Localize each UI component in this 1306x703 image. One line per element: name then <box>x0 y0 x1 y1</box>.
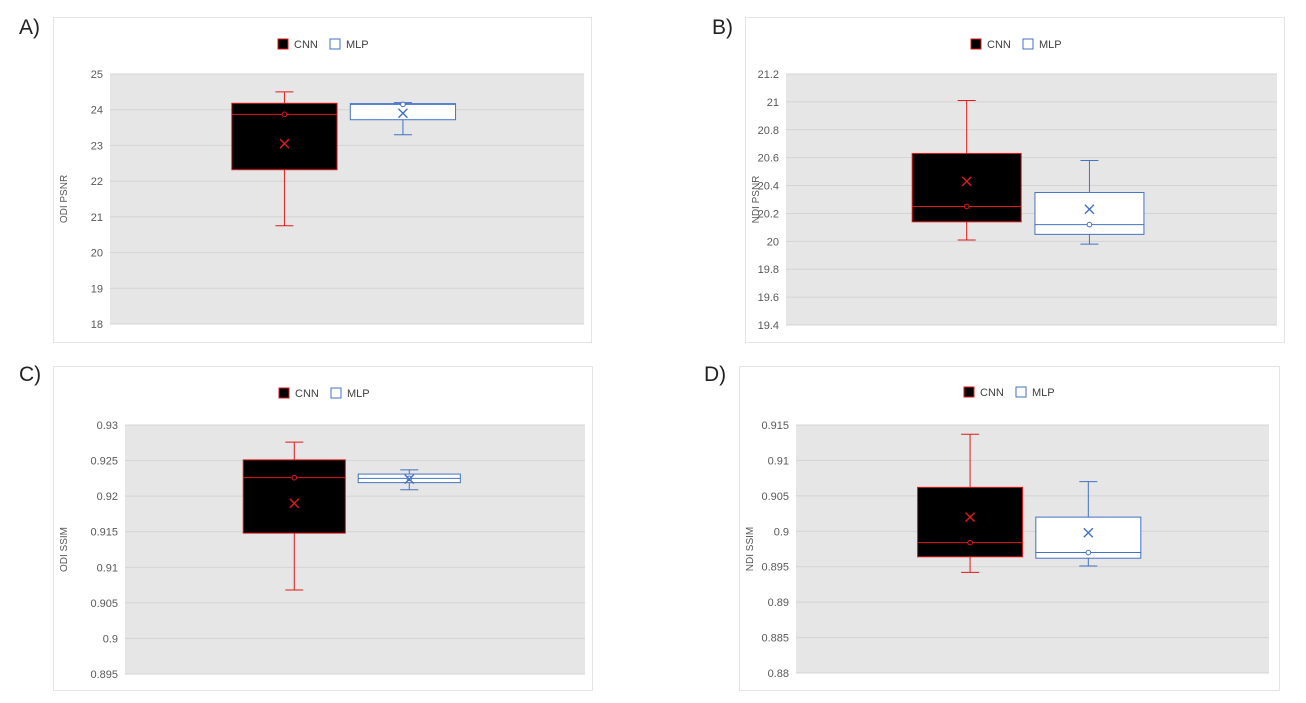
legend-swatch-mlp <box>330 387 342 399</box>
y-axis-title: ODI SSIM <box>59 527 70 572</box>
plot-area <box>786 74 1277 325</box>
box-plot-chart: 18 19 20 21 22 23 24 25 ODI PSNR CNN MLP <box>59 38 584 331</box>
y-tick-label: 19 <box>91 283 103 295</box>
plot-area <box>110 74 584 324</box>
box-cnn <box>911 152 1022 223</box>
y-tick-label: 20.6 <box>758 153 779 165</box>
y-tick-label: 19.8 <box>758 264 779 276</box>
mean-marker-stroke <box>1084 204 1095 215</box>
box-plot-chart: 0.88 0.885 0.89 0.895 0.9 0.905 0.91 0.915 NDI S… <box>745 386 1269 680</box>
legend-swatch-cnn <box>278 387 290 399</box>
plot-area <box>125 425 585 674</box>
legend-swatch-mlp <box>1015 386 1027 398</box>
mean-marker-stroke <box>404 474 415 485</box>
mean-marker-stroke <box>397 108 408 119</box>
y-tick-label: 18 <box>91 319 103 331</box>
y-tick-label: 25 <box>91 69 103 81</box>
y-axis-title: ODI PSNR <box>59 175 70 223</box>
y-tick-label: 20 <box>767 236 779 248</box>
panel-label: A) <box>19 16 40 39</box>
mean-marker-stroke <box>961 176 972 187</box>
y-tick-label: 0.895 <box>761 562 789 574</box>
legend-label-mlp: MLP <box>1039 39 1062 51</box>
median-marker-cnn <box>967 539 973 546</box>
box-plot-chart: 0.895 0.9 0.905 0.91 0.915 0.92 0.925 0.93 ODI S… <box>59 387 585 681</box>
legend-label-cnn: CNN <box>294 39 318 51</box>
y-tick-label: 0.885 <box>761 633 789 645</box>
y-tick-label: 0.895 <box>90 669 118 681</box>
mean-marker-cnn <box>961 176 972 187</box>
legend-label-cnn: CNN <box>980 387 1004 399</box>
y-tick-label: 20 <box>91 248 103 260</box>
mean-marker-cnn <box>289 498 300 509</box>
median-marker-cnn <box>281 111 288 118</box>
y-tick-label: 20.2 <box>758 208 779 220</box>
y-tick-label: 21 <box>767 97 779 109</box>
median-marker-mlp <box>400 101 406 108</box>
y-tick-label: 0.89 <box>768 597 789 609</box>
y-tick-label: 0.905 <box>761 491 789 503</box>
panel-label: B) <box>712 16 733 39</box>
box-plot-chart: 19.4 19.6 19.8 20 20.2 20.4 20.6 20.8 21 21.2 NDI … <box>751 38 1277 332</box>
panel-label: D) <box>704 363 727 386</box>
y-tick-label: 0.915 <box>761 420 789 432</box>
legend-swatch-cnn <box>277 38 289 50</box>
y-axis-title: NDI PSNR <box>751 176 762 224</box>
mean-marker-mlp <box>397 108 408 119</box>
mean-marker-cnn <box>965 512 976 523</box>
mean-marker-stroke <box>965 512 976 523</box>
y-tick-label: 23 <box>91 140 103 152</box>
mean-marker-cnn <box>279 138 290 149</box>
legend-label-mlp: MLP <box>1032 387 1055 399</box>
y-tick-label: 19.6 <box>758 292 779 304</box>
median-marker-mlp <box>1085 549 1092 556</box>
mean-marker-stroke <box>289 498 300 509</box>
mean-marker-mlp <box>1084 204 1095 215</box>
y-tick-label: 0.925 <box>90 456 118 468</box>
y-tick-label: 0.92 <box>97 491 118 503</box>
y-tick-label: 24 <box>91 105 103 117</box>
mean-marker-stroke <box>279 138 290 149</box>
legend-swatch-mlp <box>329 38 341 50</box>
median-marker-mlp <box>1086 221 1093 228</box>
y-tick-label: 0.91 <box>97 562 118 574</box>
box-mlp <box>1034 192 1145 235</box>
median-marker-cnn <box>291 474 298 481</box>
y-tick-label: 21 <box>91 212 103 224</box>
mean-marker-mlp <box>404 474 415 485</box>
y-tick-label: 20.4 <box>758 181 779 193</box>
y-tick-label: 0.88 <box>768 668 789 680</box>
legend-label-cnn: CNN <box>987 39 1011 51</box>
median-marker-cnn <box>963 203 970 210</box>
y-tick-label: 0.915 <box>90 527 118 539</box>
y-tick-label: 22 <box>91 176 103 188</box>
y-tick-label: 0.91 <box>768 455 789 467</box>
y-axis-title: NDI SSIM <box>745 527 756 571</box>
mean-marker-mlp <box>1083 527 1094 538</box>
legend-label-cnn: CNN <box>295 388 319 400</box>
y-tick-label: 20.8 <box>758 125 779 137</box>
y-tick-label: 19.4 <box>758 320 779 332</box>
panel-label: C) <box>19 363 42 386</box>
y-tick-label: 21.2 <box>758 69 779 81</box>
y-tick-label: 0.93 <box>97 420 118 432</box>
legend-swatch-cnn <box>970 38 982 50</box>
legend-label-mlp: MLP <box>346 39 369 51</box>
legend-swatch-mlp <box>1022 38 1034 50</box>
box-cnn <box>242 459 346 534</box>
y-tick-label: 0.905 <box>90 598 118 610</box>
box-cnn <box>917 486 1024 558</box>
y-tick-label: 0.9 <box>103 633 118 645</box>
legend-label-mlp: MLP <box>347 388 370 400</box>
mean-marker-stroke <box>1083 527 1094 538</box>
plot-area <box>796 425 1269 673</box>
legend-swatch-cnn <box>963 386 975 398</box>
y-tick-label: 0.9 <box>774 526 789 538</box>
